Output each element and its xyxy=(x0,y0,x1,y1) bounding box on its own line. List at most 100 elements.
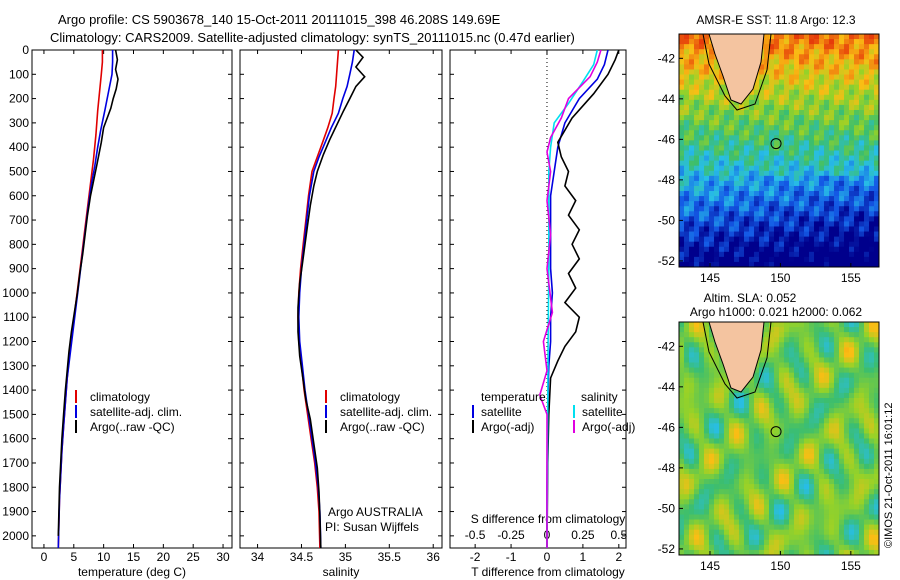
heatmap-cell xyxy=(869,251,875,258)
heatmap-cell xyxy=(719,397,725,404)
heatmap-cell xyxy=(789,408,795,414)
heatmap-cell xyxy=(709,387,715,394)
heatmap-cell xyxy=(689,332,695,338)
heatmap-cell xyxy=(799,397,805,404)
heatmap-cell xyxy=(774,377,780,384)
heatmap-cell xyxy=(834,403,840,409)
heatmap-cell xyxy=(749,387,755,394)
heatmap-cell xyxy=(779,387,785,394)
heatmap-cell xyxy=(764,377,770,384)
heatmap-cell xyxy=(774,428,780,434)
heatmap-cell xyxy=(769,347,775,353)
heatmap-cell xyxy=(859,185,865,192)
heatmap-cell xyxy=(874,418,880,424)
heatmap-cell xyxy=(754,453,760,460)
heatmap-cell xyxy=(694,54,700,60)
heatmap-cell xyxy=(704,519,710,526)
heatmap-cell xyxy=(724,529,730,536)
heatmap-cell xyxy=(819,120,825,126)
heatmap-cell xyxy=(694,524,700,531)
heatmap-cell xyxy=(759,221,765,227)
heatmap-cell xyxy=(849,504,855,510)
heatmap-cell xyxy=(799,347,805,353)
heatmap-cell xyxy=(864,165,870,172)
heatmap-cell xyxy=(724,241,730,248)
heatmap-cell xyxy=(844,251,850,258)
heatmap-cell xyxy=(714,211,720,217)
heatmap-cell xyxy=(704,443,710,450)
heatmap-cell xyxy=(839,504,845,510)
heatmap-cell xyxy=(779,534,785,541)
heatmap-cell xyxy=(759,196,765,202)
heatmap-cell xyxy=(689,185,695,192)
heatmap-cell xyxy=(864,206,870,212)
heatmap-cell xyxy=(684,519,690,526)
heatmap-cell xyxy=(779,342,785,348)
heatmap-cell xyxy=(869,246,875,253)
heatmap-cell xyxy=(814,418,820,424)
heatmap-cell xyxy=(844,89,850,96)
heatmap-cell xyxy=(809,201,815,207)
heatmap-cell xyxy=(849,34,855,40)
heatmap-cell xyxy=(724,418,730,424)
heatmap-cell xyxy=(694,529,700,536)
heatmap-cell xyxy=(724,89,730,96)
heatmap-cell xyxy=(829,256,835,263)
heatmap-cell xyxy=(739,418,745,424)
heatmap-cell xyxy=(724,544,730,551)
heatmap-cell xyxy=(694,226,700,232)
heatmap-cell xyxy=(824,357,830,363)
heatmap-cell xyxy=(784,529,790,536)
heatmap-cell xyxy=(874,201,880,207)
heatmap-cell xyxy=(799,54,805,60)
heatmap-cell xyxy=(819,185,825,192)
heatmap-cell xyxy=(754,438,760,444)
heatmap-cell xyxy=(784,64,790,70)
heatmap-cell xyxy=(829,408,835,414)
heatmap-cell xyxy=(794,413,800,419)
heatmap-cell xyxy=(714,392,720,399)
heatmap-cell xyxy=(804,165,810,172)
heatmap-cell xyxy=(714,468,720,475)
heatmap-cell xyxy=(844,196,850,202)
heatmap-cell xyxy=(804,64,810,70)
heatmap-cell xyxy=(849,89,855,96)
heatmap-cell xyxy=(769,408,775,414)
heatmap-cell xyxy=(749,539,755,546)
heatmap-cell xyxy=(699,165,705,172)
heatmap-cell xyxy=(749,145,755,151)
heatmap-cell xyxy=(804,347,810,353)
heatmap-cell xyxy=(694,347,700,353)
heatmap-cell xyxy=(834,135,840,141)
heatmap-cell xyxy=(824,509,830,515)
heatmap-cell xyxy=(754,524,760,531)
heatmap-cell xyxy=(749,382,755,389)
heatmap-cell xyxy=(774,519,780,526)
heatmap-cell xyxy=(764,473,770,480)
heatmap-cell xyxy=(784,468,790,475)
heatmap-cell xyxy=(839,524,845,531)
heatmap-cell xyxy=(859,221,865,227)
heatmap-cell xyxy=(689,231,695,238)
heatmap-cell xyxy=(684,44,690,50)
heatmap-cell xyxy=(719,135,725,141)
heatmap-cell xyxy=(854,130,860,136)
heatmap-cell xyxy=(734,463,740,470)
heatmap-cell xyxy=(774,408,780,414)
heatmap-cell xyxy=(679,387,685,394)
heatmap-cell xyxy=(734,130,740,136)
heatmap-cell xyxy=(729,256,735,263)
heatmap-cell xyxy=(679,357,685,363)
heatmap-cell xyxy=(864,226,870,232)
heatmap-cell xyxy=(679,534,685,541)
heatmap-cell xyxy=(799,115,805,121)
heatmap-cell xyxy=(789,226,795,232)
heatmap-cell xyxy=(794,49,800,55)
heatmap-cell xyxy=(789,216,795,222)
heatmap-cell xyxy=(804,549,810,556)
heatmap-cell xyxy=(794,39,800,45)
header-line-1: Argo profile: CS 5903678_140 15-Oct-2011… xyxy=(58,12,501,27)
heatmap-cell xyxy=(799,382,805,389)
heatmap-cell xyxy=(819,180,825,187)
heatmap-cell xyxy=(689,484,695,490)
